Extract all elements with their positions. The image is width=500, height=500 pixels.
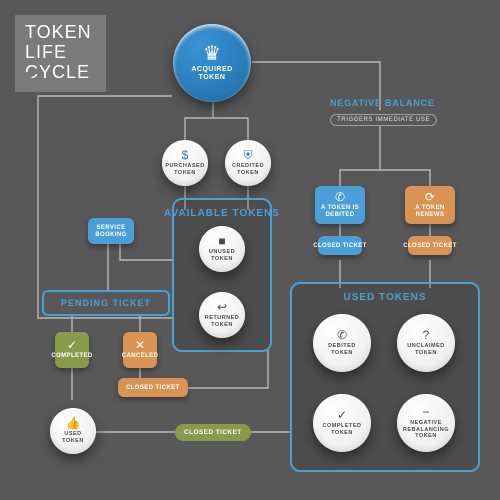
- coin-used: 👍 USEDTOKEN: [50, 408, 96, 454]
- chip-token-renews: ⟳ A TOKENRENEWS: [405, 186, 455, 224]
- chip-closed-ticket-2: CLOSED TICKET: [318, 236, 362, 255]
- chip-completed: ✓ COMPLETED: [55, 332, 89, 368]
- chip-token-debited: ✆ A TOKEN ISDEBITED: [315, 186, 365, 224]
- coin-label: NEGATIVEREBALANCINGTOKEN: [403, 420, 449, 440]
- folder-icon: ■: [218, 235, 225, 247]
- phone-icon: ✆: [335, 191, 345, 203]
- chip-canceled: ✕ CANCELED: [123, 332, 157, 368]
- bar-label: PENDING TICKET: [61, 298, 151, 308]
- coin-acquired-token: ♛ ACQUIREDTOKEN: [173, 24, 251, 102]
- phone-icon: ✆: [337, 329, 347, 341]
- coin-unclaimed: ? UNCLAIMEDTOKEN: [397, 314, 455, 372]
- chip-label: CLOSED TICKET: [126, 385, 180, 392]
- coin-purchased: $ PURCHASEDTOKEN: [162, 140, 208, 186]
- title-line1: TOKEN: [25, 23, 92, 43]
- chip-closed-ticket-1: CLOSED TICKET: [118, 378, 188, 397]
- chip-label: A TOKENRENEWS: [415, 205, 444, 219]
- refresh-icon: ⟳: [425, 191, 435, 203]
- check-icon: ✓: [67, 339, 77, 351]
- coin-label: DEBITEDTOKEN: [328, 343, 356, 356]
- chip-label: CLOSED TICKET: [313, 243, 367, 250]
- panel-title: AVAILABLE TOKENS: [164, 208, 280, 219]
- diagram-stage: TOKEN LIFE CYCLE ♛ ACQUIREDTOKEN NEGATIV…: [0, 0, 500, 500]
- bar-pending-ticket: PENDING TICKET: [42, 290, 170, 316]
- coin-label: RETURNEDTOKEN: [205, 315, 240, 328]
- coin-returned: ↩ RETURNEDTOKEN: [199, 292, 245, 338]
- dollar-icon: $: [182, 149, 189, 161]
- coin-unused: ■ UNUSEDTOKEN: [199, 226, 245, 272]
- coin-label: UNCLAIMEDTOKEN: [407, 343, 445, 356]
- coin-label: UNUSEDTOKEN: [209, 249, 235, 262]
- coin-completed: ✓ COMPLETEDTOKEN: [313, 394, 371, 452]
- coin-label: ACQUIREDTOKEN: [191, 66, 232, 83]
- negative-balance: NEGATIVE BALANCE TRIGGERS IMMEDIATE USE: [330, 98, 437, 126]
- chip-label: A TOKEN ISDEBITED: [321, 205, 359, 219]
- chip-label: COMPLETED: [51, 353, 92, 360]
- coin-label: USEDTOKEN: [62, 431, 84, 444]
- minus-icon: −: [422, 406, 429, 418]
- chip-closed-ticket-3: CLOSED TICKET: [408, 236, 452, 255]
- cross-icon: ✕: [135, 339, 145, 351]
- title-tail: [25, 72, 37, 84]
- shield-icon: ⛨: [243, 149, 252, 161]
- panel-title: USED TOKENS: [343, 292, 426, 303]
- coin-label: CREDITEDTOKEN: [232, 163, 264, 176]
- coin-label: PURCHASEDTOKEN: [165, 163, 204, 176]
- coin-neg-rebalancing: − NEGATIVEREBALANCINGTOKEN: [397, 394, 455, 452]
- neg-balance-title: NEGATIVE BALANCE: [330, 98, 437, 108]
- chip-label: CANCELED: [122, 353, 159, 360]
- thumbs-up-icon: 👍: [66, 417, 81, 429]
- question-icon: ?: [423, 329, 430, 341]
- chip-service-booking: SERVICEBOOKING: [88, 218, 134, 244]
- pill-closed-ticket: CLOSED TICKET: [175, 424, 251, 441]
- panel-used-tokens: USED TOKENS: [290, 282, 480, 472]
- chip-label: CLOSED TICKET: [403, 243, 457, 250]
- coin-credited: ⛨ CREDITEDTOKEN: [225, 140, 271, 186]
- coin-label: COMPLETEDTOKEN: [322, 423, 361, 436]
- neg-balance-sub: TRIGGERS IMMEDIATE USE: [330, 114, 437, 126]
- return-icon: ↩: [217, 301, 227, 313]
- title-line2: LIFE: [25, 43, 92, 63]
- check-icon: ✓: [337, 409, 347, 421]
- chip-label: SERVICEBOOKING: [95, 225, 126, 239]
- crown-icon: ♛: [203, 44, 221, 64]
- pill-label: CLOSED TICKET: [184, 429, 242, 436]
- coin-debited: ✆ DEBITEDTOKEN: [313, 314, 371, 372]
